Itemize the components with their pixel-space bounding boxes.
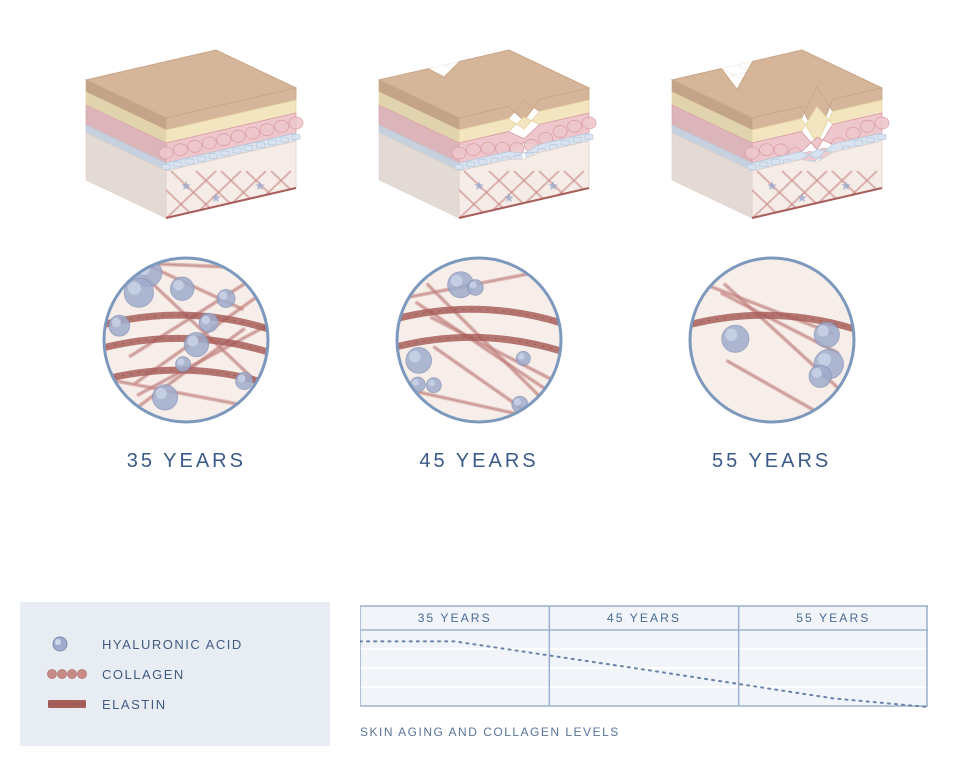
chart-caption: SKIN AGING AND COLLAGEN LEVELS: [360, 725, 928, 739]
stage-label: 35 YEARS: [127, 450, 246, 473]
stage-0: 35 YEARS: [46, 30, 326, 473]
stage-label: 45 YEARS: [419, 450, 538, 473]
skin-block-diagram: [652, 30, 892, 230]
hyaluronic-icon: [46, 634, 88, 654]
collagen-icon: [46, 664, 88, 684]
legend-item-elastin: ELASTIN: [46, 694, 304, 714]
legend-label: COLLAGEN: [102, 667, 185, 682]
chart-column-label: 35 YEARS: [418, 611, 492, 625]
legend-label: HYALURONIC ACID: [102, 637, 243, 652]
legend-panel: HYALURONIC ACID COLLAGEN ELASTIN: [20, 602, 330, 746]
stage-2: 55 YEARS: [632, 30, 912, 473]
chart-column-label: 55 YEARS: [796, 611, 870, 625]
elastin-icon: [46, 694, 88, 714]
magnified-dermis-circle: [682, 250, 862, 430]
legend-item-collagen: COLLAGEN: [46, 664, 304, 684]
chart-column-label: 45 YEARS: [607, 611, 681, 625]
legend-label: ELASTIN: [102, 697, 167, 712]
skin-block-diagram: [66, 30, 306, 230]
magnified-dermis-circle: [96, 250, 276, 430]
skin-block-diagram: [359, 30, 599, 230]
legend-item-hyaluronic: HYALURONIC ACID: [46, 634, 304, 654]
stage-label: 55 YEARS: [712, 450, 831, 473]
collagen-chart: 35 YEARS 45 YEARS 55 YEARS SKIN AGING AND …: [360, 602, 928, 739]
magnified-dermis-circle: [389, 250, 569, 430]
stage-1: 45 YEARS: [339, 30, 619, 473]
